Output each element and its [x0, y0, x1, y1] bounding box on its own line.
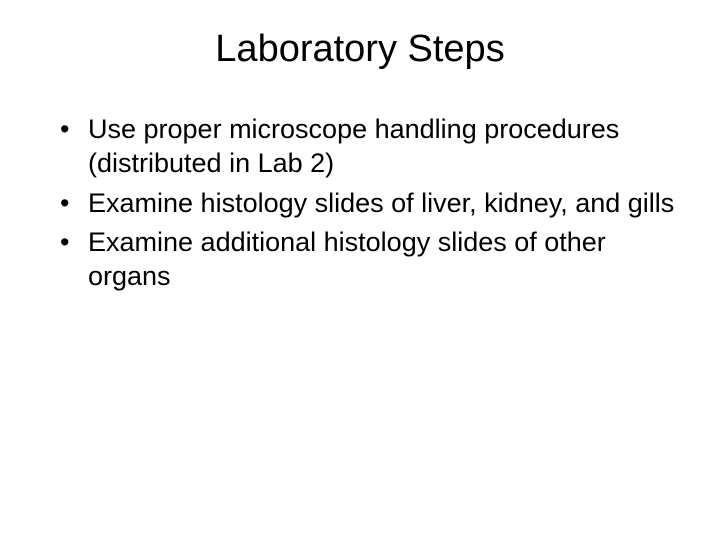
bullet-item: Use proper microscope handling procedure… — [60, 113, 680, 181]
bullet-item: Examine histology slides of liver, kidne… — [60, 187, 680, 221]
bullet-list: Use proper microscope handling procedure… — [40, 113, 680, 294]
slide-container: Laboratory Steps Use proper microscope h… — [0, 0, 720, 540]
slide-title: Laboratory Steps — [40, 28, 680, 71]
bullet-item: Examine additional histology slides of o… — [60, 226, 680, 294]
